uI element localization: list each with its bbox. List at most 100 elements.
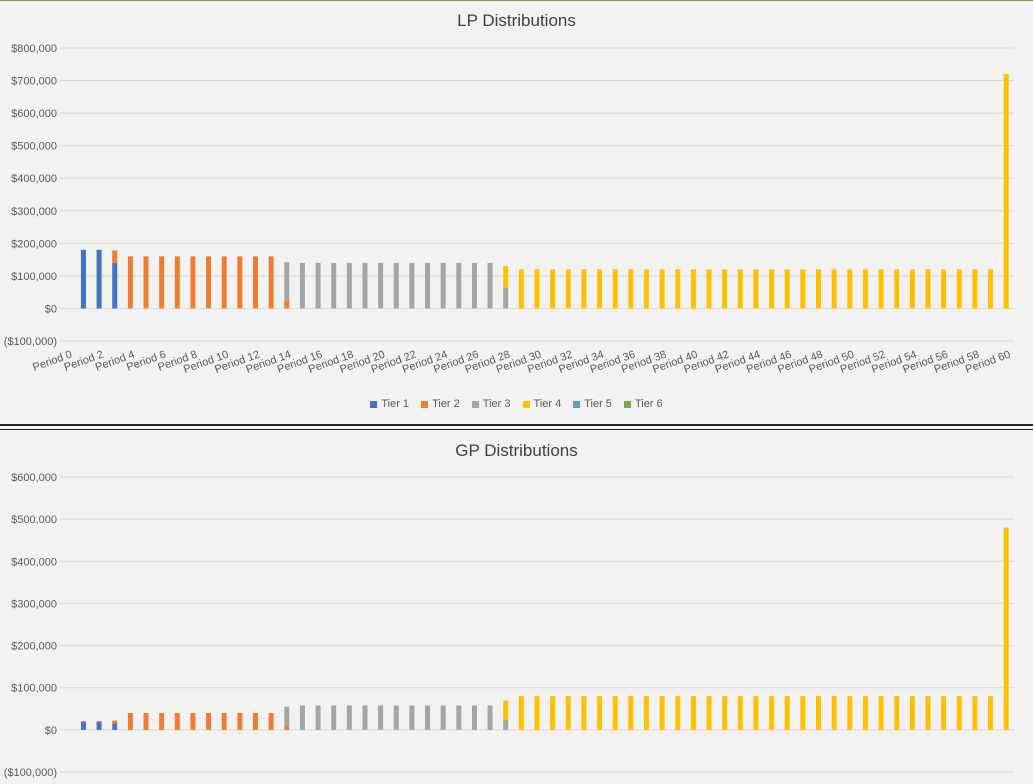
- gp-bar-tier-4-period-57: [956, 696, 962, 730]
- gp-bar-tier-2-period-6: [159, 713, 165, 730]
- gp-bar-tier-4-period-58: [972, 696, 978, 730]
- legend-swatch: [370, 400, 378, 408]
- legend-item-tier-2: Tier 2: [421, 398, 460, 410]
- lp-bar-tier-2-period-5: [143, 256, 149, 309]
- lp-y-tick-label: $500,000: [11, 141, 57, 153]
- gp-chart-panel: GP Distributions $600,000 $500,000 $400,00…: [0, 431, 1033, 784]
- lp-bar-tier-4-period-36: [628, 269, 634, 309]
- gp-chart-title: GP Distributions: [455, 441, 578, 460]
- lp-bar-tier-3-period-28: [503, 287, 509, 309]
- gp-y-tick-label: $200,000: [11, 641, 57, 653]
- lp-bar-tier-3-period-27: [487, 262, 493, 309]
- gp-y-tick-label: $400,000: [11, 556, 57, 568]
- gp-bar-tier-4-period-52: [878, 696, 884, 730]
- legend-label: Tier 6: [634, 398, 663, 410]
- gp-bar-tier-4-period-37: [643, 696, 649, 730]
- gp-bar-tier-3-period-21: [393, 705, 399, 730]
- gp-bar-tier-3-period-23: [425, 705, 431, 730]
- legend-item-tier-4: Tier 4: [522, 398, 561, 410]
- gp-bar-tier-1-period-2: [96, 721, 102, 730]
- lp-bar-tier-1-period-1: [80, 249, 86, 309]
- lp-bar-tier-2-period-10: [221, 256, 227, 309]
- lp-bar-tier-4-period-32: [565, 269, 571, 309]
- gp-bar-tier-3-period-22: [409, 705, 415, 730]
- lp-bar-tier-4-period-60: [1003, 74, 1009, 309]
- gp-bar-tier-2-period-4: [127, 713, 133, 730]
- lp-y-tick-label: $600,000: [11, 108, 57, 120]
- lp-bar-tier-4-period-58: [972, 269, 978, 309]
- gp-bar-tier-4-period-43: [737, 696, 743, 730]
- gp-bar-tier-2-period-10: [221, 713, 227, 730]
- gp-y-tick-label: ($100,000): [4, 767, 57, 779]
- lp-y-tick-label: $0: [45, 303, 57, 315]
- gp-bar-tier-4-period-47: [800, 696, 806, 730]
- lp-bar-tier-4-period-38: [659, 269, 665, 309]
- lp-bar-tier-1-period-2: [96, 249, 102, 309]
- lp-chart-title: LP Distributions: [457, 11, 576, 30]
- legend-label: Tier 1: [381, 398, 410, 410]
- legend-label: Tier 5: [584, 398, 612, 410]
- lp-bar-tier-2-period-14: [284, 300, 290, 309]
- gp-bar-tier-4-period-32: [565, 696, 571, 730]
- lp-bar-tier-4-period-48: [816, 269, 822, 309]
- lp-bar-tier-3-period-19: [362, 262, 368, 309]
- lp-bar-tier-2-period-9: [206, 256, 212, 309]
- lp-bar-tier-4-period-43: [737, 269, 743, 309]
- legend-label: Tier 2: [432, 398, 460, 410]
- legend-swatch: [623, 400, 631, 408]
- lp-bar-tier-4-period-29: [518, 269, 524, 309]
- lp-bar-tier-4-period-56: [941, 269, 947, 309]
- gp-bar-tier-3-period-25: [456, 705, 462, 730]
- lp-y-tick-label: $300,000: [11, 206, 57, 218]
- lp-bar-tier-4-period-59: [988, 269, 994, 309]
- gp-bar-tier-4-period-28: [503, 700, 509, 720]
- lp-chart-plot: $800,000 $700,000 $600,000 $500,000 $400,000…: [4, 43, 1014, 376]
- lp-bar-tier-1-period-3: [112, 262, 118, 309]
- legend-label: Tier 3: [482, 398, 511, 410]
- lp-y-tick-label: $700,000: [11, 76, 57, 88]
- gp-bar-tier-3-period-14: [284, 706, 290, 727]
- lp-y-tick-label: $100,000: [11, 271, 57, 283]
- legend-swatch: [421, 400, 429, 408]
- lp-bar-tier-4-period-42: [722, 269, 728, 309]
- gp-bar-tier-4-period-53: [894, 696, 900, 730]
- lp-bar-tier-4-period-34: [597, 269, 603, 309]
- gp-bar-tier-3-period-26: [471, 705, 477, 730]
- lp-bar-tier-2-period-13: [268, 256, 274, 309]
- lp-bar-tier-2-period-7: [174, 256, 180, 309]
- lp-bar-tier-3-period-17: [331, 262, 337, 309]
- lp-bar-tier-4-period-47: [800, 269, 806, 309]
- lp-bar-tier-4-period-52: [878, 269, 884, 309]
- lp-bar-tier-2-period-6: [159, 256, 165, 309]
- lp-bar-tier-4-period-39: [675, 269, 681, 309]
- lp-bar-tier-3-period-15: [299, 262, 305, 309]
- gp-bar-tier-4-period-42: [722, 696, 728, 730]
- lp-bar-tier-3-period-23: [425, 262, 431, 309]
- gp-bar-tier-2-period-5: [143, 713, 149, 730]
- lp-y-tick-label: $400,000: [11, 173, 57, 185]
- chart-separator-thin: [0, 429, 1033, 430]
- lp-bar-tier-4-period-30: [534, 269, 540, 309]
- gp-bar-tier-4-period-39: [675, 696, 681, 730]
- lp-bar-tier-4-period-46: [784, 269, 790, 309]
- lp-bar-tier-3-period-18: [346, 262, 352, 309]
- lp-bar-tier-2-period-3: [112, 250, 118, 263]
- lp-bar-tier-4-period-37: [643, 269, 649, 309]
- gp-bar-tier-4-period-33: [581, 696, 587, 730]
- gp-bar-tier-2-period-14: [284, 726, 290, 730]
- legend-swatch: [573, 400, 581, 408]
- gp-bar-tier-4-period-41: [706, 696, 712, 730]
- lp-bar-tier-4-period-41: [706, 269, 712, 309]
- lp-bar-tier-4-period-55: [925, 269, 931, 309]
- gp-bar-tier-4-period-29: [518, 696, 524, 730]
- lp-y-tick-label: $800,000: [11, 43, 57, 55]
- gp-chart-plot: $600,000 $500,000 $400,000 $300,000 $200,000…: [4, 472, 1014, 779]
- lp-bar-tier-4-period-57: [956, 269, 962, 309]
- lp-bar-tier-2-period-8: [190, 256, 196, 309]
- gp-y-tick-label: $300,000: [11, 598, 57, 610]
- lp-bar-tier-3-period-25: [456, 262, 462, 309]
- gp-bar-tier-4-period-48: [816, 696, 822, 730]
- lp-bar-tier-3-period-22: [409, 262, 415, 309]
- gp-bar-tier-4-period-50: [847, 696, 853, 730]
- gp-bar-tier-4-period-46: [784, 696, 790, 730]
